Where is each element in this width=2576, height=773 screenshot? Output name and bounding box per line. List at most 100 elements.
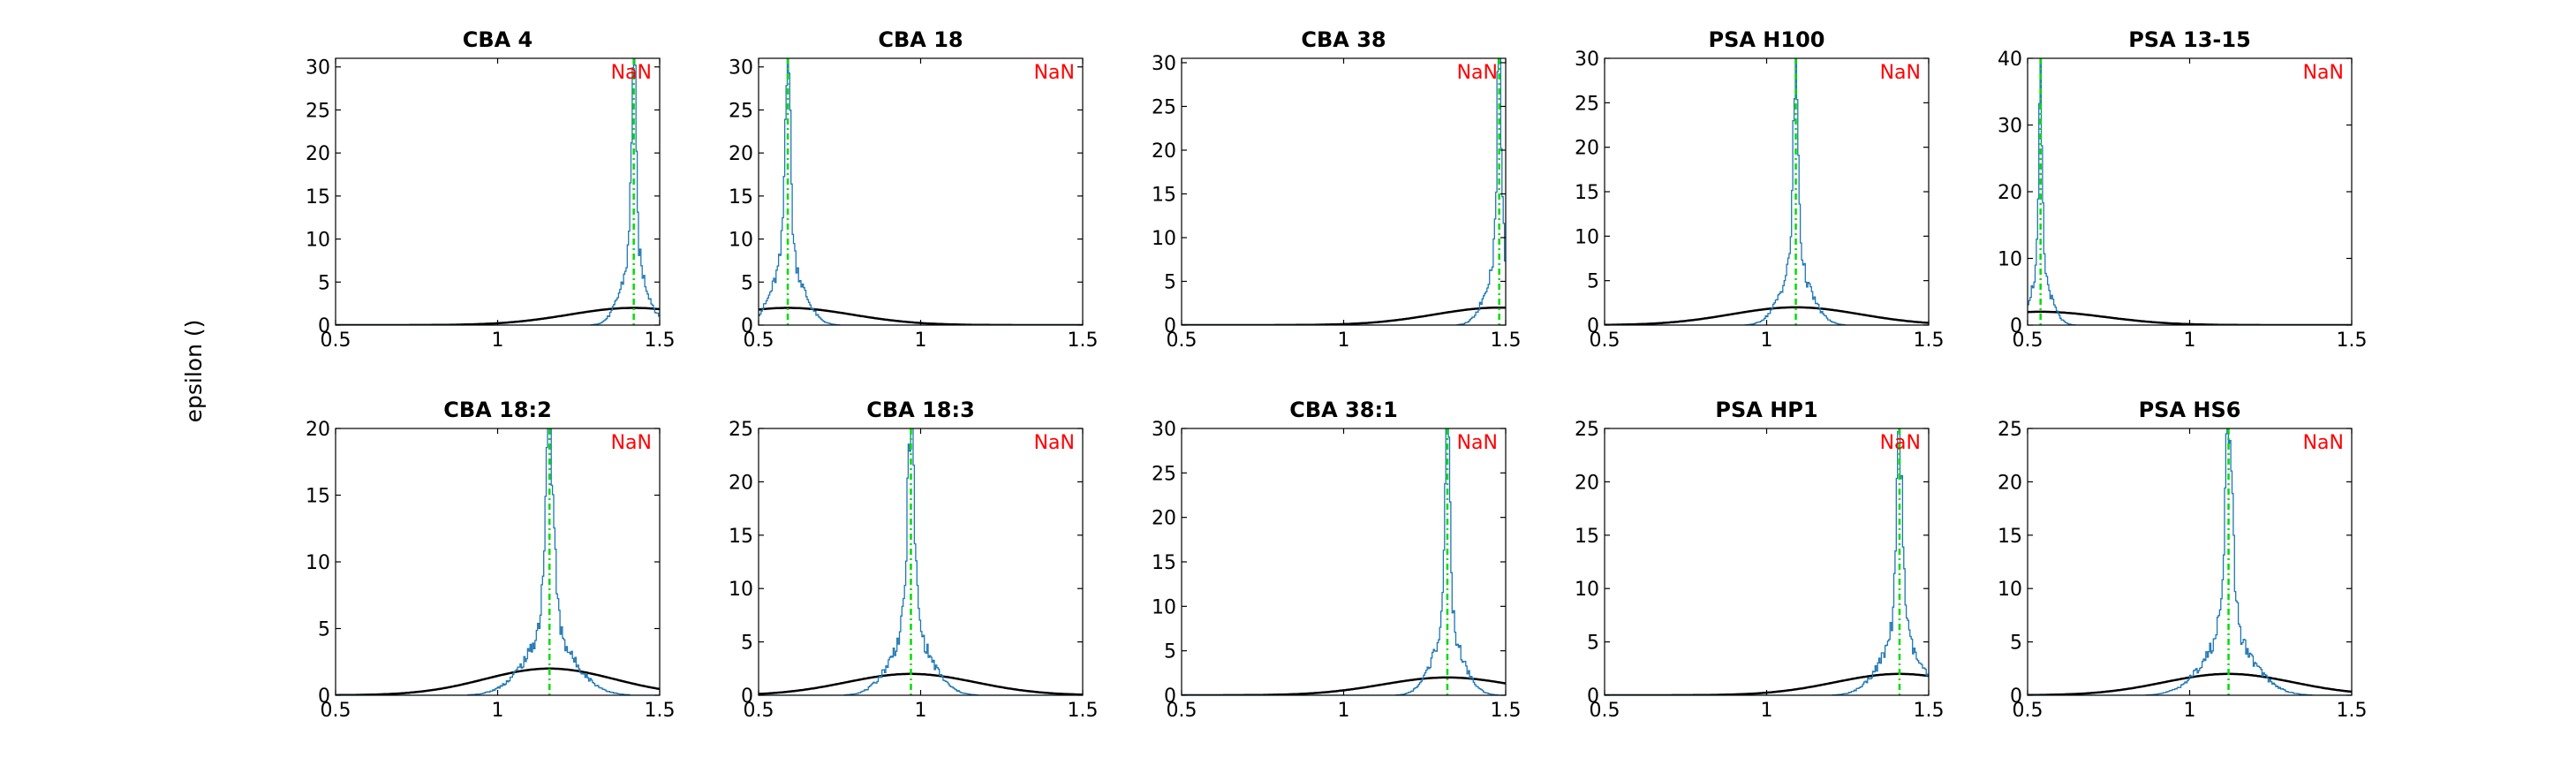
x-tick-label: 1 xyxy=(915,700,927,722)
x-tick-label: 1 xyxy=(2184,330,2196,352)
y-tick-label: 10 xyxy=(729,230,753,252)
y-tick-label: 10 xyxy=(729,579,753,601)
plot-area xyxy=(1605,58,1929,325)
x-tick-label: 1.5 xyxy=(1491,700,1522,722)
histogram-series xyxy=(1182,58,1506,325)
y-tick-label: 30 xyxy=(1998,116,2022,138)
y-tick-label: 10 xyxy=(1575,226,1599,248)
y-tick-label: 0 xyxy=(1587,315,1599,337)
histogram-series xyxy=(759,58,1083,325)
y-tick-label: 10 xyxy=(1998,579,2022,601)
y-tick-label: 10 xyxy=(1152,596,1176,618)
x-tick-label: 1.5 xyxy=(1914,700,1945,722)
y-tick-label: 20 xyxy=(1152,140,1176,163)
x-tick-label: 1 xyxy=(915,330,927,352)
histogram-series xyxy=(2028,58,2352,325)
y-tick-label: 15 xyxy=(306,486,330,508)
nan-annotation: NaN xyxy=(611,432,652,454)
y-tick-label: 25 xyxy=(729,100,753,122)
y-tick-label: 30 xyxy=(1152,419,1176,441)
y-tick-label: 20 xyxy=(1575,138,1599,160)
panel-title: CBA 38 xyxy=(1301,27,1386,52)
x-tick-label: 1 xyxy=(1761,700,1773,722)
histogram-series xyxy=(759,428,1083,695)
axes-box xyxy=(1604,57,1930,326)
y-tick-label: 20 xyxy=(729,143,753,165)
histogram-series xyxy=(336,428,660,695)
x-tick-label: 1.5 xyxy=(1068,700,1099,722)
nan-annotation: NaN xyxy=(1457,432,1498,454)
x-tick-label: 1.5 xyxy=(2337,700,2368,722)
y-tick-label: 10 xyxy=(1152,228,1176,250)
x-tick-label: 1.5 xyxy=(2337,330,2368,352)
figure-ylabel: epsilon () xyxy=(181,320,207,423)
panel-title: CBA 18:2 xyxy=(443,398,552,422)
y-tick-label: 5 xyxy=(1164,641,1176,663)
histogram-series xyxy=(1182,428,1506,695)
axes-box xyxy=(758,428,1084,696)
plot-area xyxy=(759,58,1083,325)
x-tick-label: 0.5 xyxy=(321,700,351,722)
y-tick-label: 20 xyxy=(1152,508,1176,530)
plot-area xyxy=(1182,58,1506,325)
panel-title: PSA HP1 xyxy=(1715,398,1817,422)
y-tick-label: 15 xyxy=(1152,552,1176,574)
x-tick-label: 0.5 xyxy=(744,330,774,352)
x-tick-label: 1.5 xyxy=(1914,330,1945,352)
x-tick-label: 0.5 xyxy=(1167,700,1197,722)
axes-box xyxy=(1181,57,1507,326)
y-tick-label: 0 xyxy=(2010,686,2022,708)
x-tick-label: 1 xyxy=(492,330,504,352)
y-tick-label: 20 xyxy=(729,472,753,494)
nan-annotation: NaN xyxy=(1880,432,1921,454)
nan-annotation: NaN xyxy=(1880,62,1921,84)
chart-panel-9: PSA HP1 0.5 1 1.5 0 5 10 15 20 25 NaN xyxy=(1575,398,1945,722)
axes-box xyxy=(1181,428,1507,696)
chart-panel-3: CBA 38 0.5 1 1.5 0 5 10 15 20 25 30 NaN xyxy=(1152,27,1522,352)
y-tick-label: 25 xyxy=(729,419,753,441)
x-tick-label: 1.5 xyxy=(645,330,676,352)
chart-panel-2: CBA 18 0.5 1 1.5 0 5 10 15 20 25 30 NaN xyxy=(729,27,1099,352)
panel-title: CBA 18:3 xyxy=(866,398,975,422)
chart-panel-4: PSA H100 0.5 1 1.5 0 5 10 15 20 25 30 NaN xyxy=(1575,27,1945,352)
x-tick-label: 1 xyxy=(1761,330,1773,352)
panel-title: CBA 18 xyxy=(878,27,963,52)
chart-panel-10: PSA HS6 0.5 1 1.5 0 5 10 15 20 25 NaN xyxy=(1998,398,2368,722)
y-tick-label: 10 xyxy=(1998,249,2022,271)
y-tick-label: 30 xyxy=(306,57,330,80)
nan-annotation: NaN xyxy=(1034,432,1075,454)
y-tick-label: 25 xyxy=(1152,463,1176,485)
panel-title: PSA HS6 xyxy=(2139,398,2241,422)
y-tick-label: 0 xyxy=(318,686,330,708)
y-tick-label: 0 xyxy=(318,315,330,337)
y-tick-label: 15 xyxy=(1575,526,1599,548)
histogram-series xyxy=(2028,428,2352,695)
x-tick-label: 0.5 xyxy=(1590,700,1620,722)
y-tick-label: 0 xyxy=(2010,315,2022,337)
histogram-series xyxy=(1605,58,1929,325)
y-tick-label: 10 xyxy=(1575,579,1599,601)
y-tick-label: 0 xyxy=(741,315,753,337)
x-tick-label: 0.5 xyxy=(2013,700,2043,722)
plot-area xyxy=(2028,58,2352,325)
y-tick-label: 5 xyxy=(1164,271,1176,293)
x-tick-label: 1 xyxy=(2184,700,2196,722)
y-tick-label: 25 xyxy=(1575,419,1599,441)
x-tick-label: 1 xyxy=(492,700,504,722)
y-tick-label: 0 xyxy=(741,686,753,708)
y-tick-label: 20 xyxy=(1575,472,1599,494)
nan-annotation: NaN xyxy=(1034,62,1075,84)
y-tick-label: 10 xyxy=(306,552,330,574)
y-tick-label: 5 xyxy=(1587,633,1599,655)
panel-title: CBA 4 xyxy=(463,27,533,52)
x-tick-label: 0.5 xyxy=(744,700,774,722)
nan-annotation: NaN xyxy=(611,62,652,84)
x-tick-label: 1 xyxy=(1338,700,1350,722)
histogram-series xyxy=(336,58,660,325)
plot-area xyxy=(1605,428,1929,695)
y-tick-label: 25 xyxy=(1152,96,1176,118)
y-tick-label: 20 xyxy=(1998,472,2022,494)
y-tick-label: 20 xyxy=(1998,182,2022,204)
y-tick-label: 10 xyxy=(306,230,330,252)
